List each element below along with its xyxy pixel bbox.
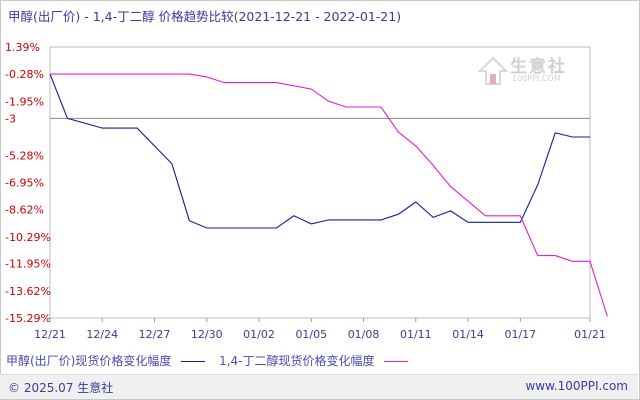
y-axis-ticks: 1.39% -0.28% -1.95% -3 -5.28% -6.95% -8.62% -10… bbox=[5, 41, 51, 325]
y-tick-label: -8.62% bbox=[5, 204, 44, 217]
x-tick-label: 12/21 bbox=[34, 328, 66, 341]
x-tick-label: 01/21 bbox=[574, 328, 606, 341]
legend-item-methanol: 甲醇(出厂价)现货价格变化幅度 bbox=[6, 352, 206, 369]
y-tick-label: -0.28% bbox=[5, 68, 44, 81]
chart-title: 甲醇(出厂价) - 1,4-丁二醇 价格趋势比较(2021-12-21 - 20… bbox=[8, 9, 402, 24]
legend-swatch-methanol bbox=[181, 361, 206, 362]
x-tick-label: 12/27 bbox=[139, 328, 171, 341]
x-tick-label: 01/05 bbox=[295, 328, 327, 341]
y-tick-label: -3 bbox=[5, 112, 16, 125]
y-tick-label: -15.29% bbox=[5, 312, 51, 325]
footer: © 2025.07 生意社 www.100PPI.com bbox=[0, 374, 638, 399]
x-tick-label: 01/17 bbox=[504, 328, 536, 341]
footer-copyright: © 2025.07 生意社 bbox=[8, 381, 114, 395]
footer-site-link[interactable]: www.100PPI.com bbox=[525, 379, 628, 393]
grid bbox=[49, 46, 591, 319]
x-tick-label: 12/24 bbox=[86, 328, 118, 341]
house-icon bbox=[478, 56, 508, 85]
y-tick-label: -6.95% bbox=[5, 177, 44, 190]
watermark-text: 生意社 bbox=[510, 57, 567, 77]
series-lines bbox=[49, 73, 608, 317]
x-tick-label: 01/14 bbox=[452, 328, 484, 341]
plot-area bbox=[49, 46, 591, 319]
legend-item-bdo: 1,4-丁二醇现货价格变化幅度 bbox=[219, 352, 409, 369]
watermark-logo: 生意社 100PPI.COM bbox=[478, 52, 598, 92]
legend-label-methanol: 甲醇(出厂价)现货价格变化幅度 bbox=[6, 354, 172, 368]
y-tick-label: -1.95% bbox=[5, 95, 44, 108]
x-tick-label: 12/30 bbox=[191, 328, 223, 341]
x-tick-label: 01/02 bbox=[243, 328, 275, 341]
watermark-url: 100PPI.COM bbox=[512, 74, 561, 83]
y-tick-label: -13.62% bbox=[5, 285, 51, 298]
y-tick-label: -11.95% bbox=[5, 258, 51, 271]
y-tick-label: -5.28% bbox=[5, 149, 44, 162]
y-tick-label: -10.29% bbox=[5, 231, 51, 244]
series-line-0 bbox=[49, 73, 590, 229]
legend-label-bdo: 1,4-丁二醇现货价格变化幅度 bbox=[219, 354, 375, 368]
legend: 甲醇(出厂价)现货价格变化幅度 1,4-丁二醇现货价格变化幅度 bbox=[6, 352, 418, 369]
x-axis-ticks: 12/21 12/24 12/27 12/30 01/02 01/05 01/08 01/11… bbox=[34, 318, 606, 341]
x-tick-label: 01/11 bbox=[400, 328, 432, 341]
series-line-1 bbox=[50, 73, 608, 317]
x-tick-label: 01/08 bbox=[348, 328, 380, 341]
legend-swatch-bdo bbox=[384, 361, 409, 362]
y-tick-label: 1.39% bbox=[5, 41, 40, 54]
